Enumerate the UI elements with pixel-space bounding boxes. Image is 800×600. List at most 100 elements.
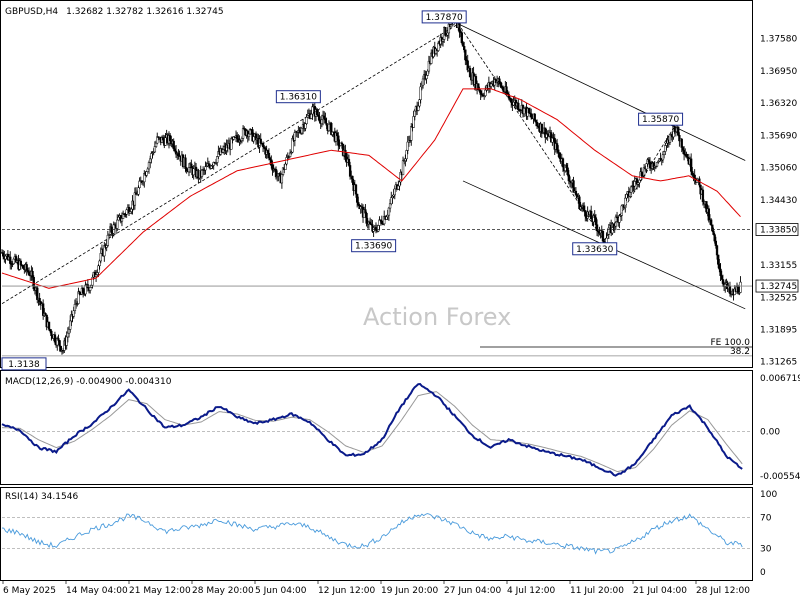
candle-body: [618, 215, 621, 223]
candle-body: [44, 313, 47, 316]
candle-body: [65, 336, 68, 346]
candle-body: [216, 156, 219, 163]
symbol-label: GBPUSD,H4: [5, 7, 58, 17]
price-label-text: 1.3138: [8, 360, 40, 370]
candle-body: [22, 265, 25, 269]
candle-body: [291, 137, 294, 153]
candle-body: [337, 135, 340, 146]
candle-body: [300, 128, 304, 134]
candle-body: [594, 217, 598, 225]
time-axis-tick: 28 May 20:00: [192, 586, 254, 596]
candle-body: [267, 152, 271, 159]
axes: 1.37580 1.36950 1.36320 1.35690 1.35060 1.344…: [2, 35, 800, 596]
candle-body: [419, 86, 422, 100]
candle-body: [285, 157, 288, 165]
price-axis-tag-box: [755, 223, 799, 236]
candle-body: [330, 123, 333, 135]
candle-body: [240, 138, 244, 141]
candle-body: [146, 168, 149, 172]
candle-body: [584, 210, 587, 217]
candle-body: [67, 329, 71, 334]
candle-body: [712, 230, 715, 235]
candle-body: [566, 167, 569, 176]
candle-body: [25, 264, 28, 271]
candle-body: [149, 158, 152, 163]
candle-body: [50, 330, 53, 336]
candle-body: [288, 152, 292, 157]
candle-body: [270, 159, 273, 166]
candle-body: [57, 338, 60, 341]
candle-body: [397, 185, 400, 190]
candle-body: [31, 270, 34, 278]
candle-body: [535, 121, 539, 127]
price-label-box: [275, 90, 321, 104]
time-axis-tick: 12 Jun 12:00: [318, 586, 375, 596]
candle-body: [247, 133, 251, 137]
candle-body: [236, 135, 239, 139]
time-axis-tick: 27 Jun 04:00: [444, 586, 501, 596]
candle-body: [390, 197, 393, 205]
candle-body: [374, 227, 378, 231]
candle-body: [91, 277, 94, 286]
candle-body: [668, 134, 672, 143]
candle-body: [719, 268, 722, 276]
candle-body: [527, 108, 531, 114]
candle-body: [555, 143, 559, 151]
price-axis-tick: 1.32525: [760, 293, 797, 303]
candle-body: [714, 240, 717, 246]
rsi-panel-frame: [0, 487, 753, 581]
candle-body: [354, 184, 358, 195]
time-axis-tick: 11 Jul 20:00: [570, 586, 624, 596]
candle-body: [84, 284, 87, 295]
price-label-box: [351, 239, 397, 253]
candle-body: [116, 219, 119, 229]
candle-body: [125, 209, 128, 215]
candle-body: [150, 153, 153, 160]
candle-body: [628, 192, 632, 197]
candle-body: [404, 158, 407, 161]
candle-body: [463, 46, 466, 51]
watermark: Action Forex: [363, 303, 511, 331]
candle-body: [230, 137, 233, 150]
candle-body: [484, 89, 487, 96]
candle-body: [173, 148, 177, 152]
candle-body: [387, 207, 391, 216]
candle-body: [689, 158, 693, 172]
candle-body: [274, 169, 278, 178]
candle-body: [405, 150, 408, 160]
macd-main-line: [1, 382, 743, 477]
candle-body: [720, 275, 723, 280]
candle-body: [625, 194, 628, 199]
candle-body: [120, 218, 124, 222]
candle-body: [701, 189, 705, 203]
time-axis-tick: 21 May 12:00: [129, 586, 191, 596]
candle-body: [49, 329, 52, 332]
candle-body: [738, 292, 741, 294]
candle-body: [661, 154, 665, 161]
macd-title: MACD(12,26,9) -0.004900 -0.004310: [5, 377, 172, 387]
price-axis-tick: 1.37580: [760, 35, 797, 45]
candle-body: [252, 136, 255, 142]
trendline: [603, 125, 676, 241]
candle-body: [340, 142, 344, 145]
candle-body: [2, 252, 5, 257]
price-axis-tick: 1.33850: [760, 226, 797, 236]
candle-body: [97, 265, 100, 273]
candle-body: [499, 81, 502, 87]
candle-body: [147, 162, 151, 170]
candle-body: [130, 208, 133, 212]
candle-body: [320, 119, 324, 124]
candle-body: [133, 192, 137, 206]
macd-axis-tick: -0.005544: [760, 472, 800, 482]
macd-signal-line: [1, 391, 743, 473]
candle-body: [601, 230, 605, 242]
trendline: [458, 23, 746, 161]
candle-body: [137, 187, 140, 195]
candle-body: [324, 118, 327, 124]
ohlc-label: 1.32682 1.32782 1.32616 1.32745: [66, 7, 223, 17]
candle-body: [680, 138, 683, 148]
candle-body: [164, 137, 167, 146]
candle-body: [184, 157, 187, 169]
candle-body: [441, 39, 445, 42]
candle-body: [327, 123, 331, 131]
